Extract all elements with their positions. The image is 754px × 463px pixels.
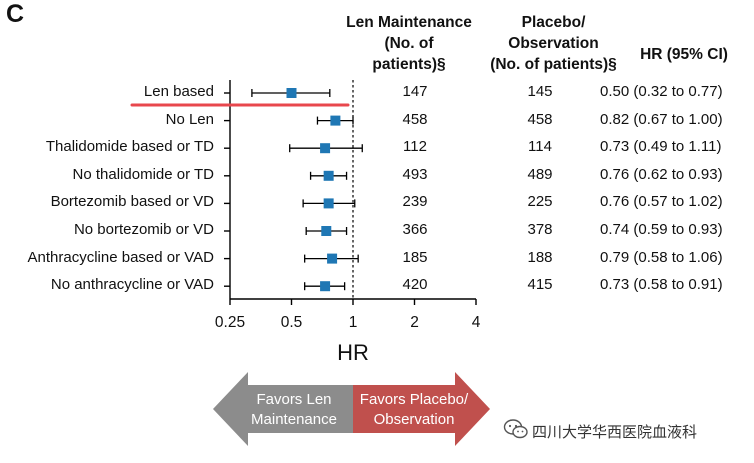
- row-label: No Len: [165, 110, 214, 128]
- header-placebo-line: Placebo/: [521, 14, 586, 31]
- placebo-count: 458: [527, 110, 553, 128]
- len-count: 366: [402, 221, 428, 238]
- len-count: 239: [402, 193, 428, 211]
- watermark-text: 四川大学华西医院血液科: [532, 424, 698, 441]
- hr-ci-text: 0.74 (0.59 to 0.93): [600, 221, 723, 238]
- x-tick-label: 0.5: [280, 314, 303, 331]
- header-placebo-line: (No. of patients)§: [490, 56, 617, 73]
- hr-ci-text: 0.79 (0.58 to 1.06): [600, 248, 723, 266]
- header-hr-ci: HR (95% CI): [640, 46, 728, 63]
- x-tick-label: 4: [471, 314, 481, 331]
- favors-len-line: Maintenance: [251, 411, 337, 428]
- wechat-icon: [503, 419, 528, 439]
- header-len-maintenance: Len Maintenance (No. of patients)§: [336, 12, 482, 75]
- row-label: Anthracycline based or VAD: [27, 248, 214, 266]
- row-label: No bortezomib or VD: [73, 221, 214, 238]
- row-label: Bortezomib based or VD: [50, 193, 214, 211]
- favors-len-arrow: [213, 372, 353, 446]
- placebo-count: 188: [527, 248, 553, 266]
- favors-placebo-label: Favors Placebo/ Observation: [355, 390, 473, 430]
- favors-placebo-line: Observation: [373, 411, 455, 428]
- len-count: 493: [402, 165, 428, 183]
- hr-point-marker: [323, 170, 334, 181]
- hr-ci-text: 0.73 (0.49 to 1.11): [600, 138, 722, 156]
- len-count: 420: [402, 276, 428, 294]
- row-label: No anthracycline or VAD: [50, 276, 214, 294]
- len-count: 185: [402, 248, 428, 266]
- placebo-count: 378: [527, 221, 553, 238]
- x-axis-title: HR: [337, 340, 369, 365]
- hr-point-marker: [327, 253, 338, 264]
- favors-len-label: Favors Len Maintenance: [235, 390, 353, 430]
- x-tick-label: 1: [348, 314, 358, 331]
- header-len-line: Len Maintenance: [346, 14, 472, 31]
- header-len-line: (No. of: [384, 35, 434, 52]
- panel-label: C: [6, 0, 25, 28]
- favors-placebo-line: Favors Placebo/: [359, 391, 469, 408]
- placebo-count: 415: [527, 276, 553, 294]
- header-placebo-line: Observation: [508, 35, 599, 52]
- hr-point-marker: [321, 226, 332, 236]
- favors-placebo-arrow: [353, 372, 490, 446]
- x-tick-label: 2: [410, 314, 419, 331]
- row-label: Thalidomide based or TD: [45, 138, 214, 156]
- row-label: Len based: [143, 83, 214, 100]
- placebo-count: 114: [528, 138, 552, 156]
- hr-ci-text: 0.73 (0.58 to 0.91): [600, 276, 723, 294]
- placebo-count: 145: [527, 83, 553, 100]
- placebo-count: 489: [527, 165, 553, 183]
- placebo-count: 225: [527, 193, 553, 211]
- hr-ci-text: 0.82 (0.67 to 1.00): [600, 110, 723, 128]
- favors-len-line: Favors Len: [256, 391, 332, 408]
- len-count: 147: [402, 83, 428, 100]
- header-len-line: patients)§: [372, 56, 446, 73]
- hr-point-marker: [320, 281, 331, 292]
- hr-point-marker: [286, 88, 297, 98]
- hr-ci-text: 0.50 (0.32 to 0.77): [600, 83, 723, 100]
- x-tick-label: 0.25: [214, 314, 246, 331]
- hr-point-marker: [320, 143, 331, 154]
- len-count: 112: [403, 138, 427, 156]
- len-count: 458: [402, 110, 428, 128]
- hr-point-marker: [323, 198, 334, 209]
- hr-ci-text: 0.76 (0.62 to 0.93): [600, 165, 723, 183]
- header-placebo-observation: Placebo/ Observation (No. of patients)§: [487, 12, 620, 75]
- row-label: No thalidomide or TD: [72, 165, 214, 183]
- hr-ci-text: 0.76 (0.57 to 1.02): [600, 193, 723, 211]
- hr-point-marker: [330, 115, 341, 126]
